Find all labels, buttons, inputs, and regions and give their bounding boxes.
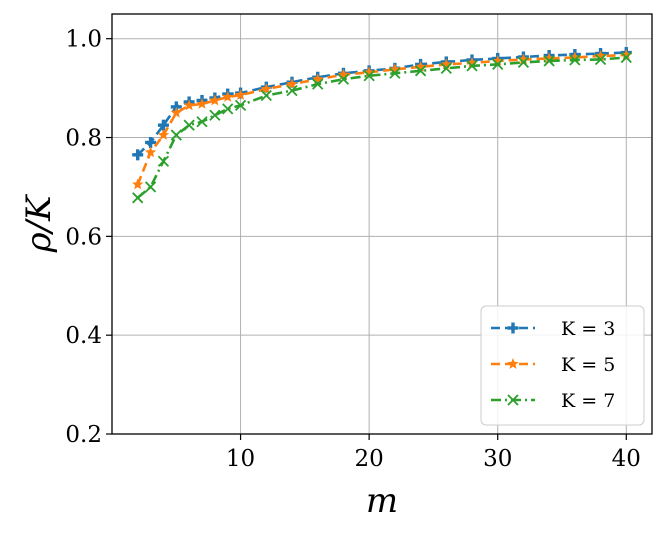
y-tick-label: 0.8: [65, 126, 102, 152]
data-point: [414, 60, 427, 72]
data-point: [517, 56, 530, 69]
x-tick-label: 30: [483, 446, 512, 472]
data-point: [337, 68, 350, 80]
series-layer: [132, 47, 632, 204]
data-point: [363, 70, 375, 82]
data-point: [620, 49, 632, 60]
legend-marker: [507, 358, 519, 369]
data-point: [222, 91, 234, 102]
legend-label: K = 7: [561, 390, 615, 412]
legend-item: K = 5: [491, 354, 615, 376]
data-point: [132, 149, 144, 161]
data-point: [286, 84, 298, 97]
y-axis-title: ρ/K: [19, 193, 59, 253]
data-point: [260, 89, 272, 102]
data-point: [157, 155, 170, 167]
data-point: [234, 99, 247, 112]
data-point: [414, 65, 427, 77]
tick-labels: 10 20 30 40 0.2 0.4 0.6 0.8 1.0: [65, 27, 641, 472]
legend-label: K = 3: [561, 318, 615, 340]
legend-box: [480, 305, 645, 426]
data-point: [132, 178, 144, 190]
data-point: [209, 109, 221, 121]
data-point: [569, 54, 581, 66]
data-point: [440, 58, 452, 70]
legend-marker: [507, 322, 519, 334]
data-point: [144, 181, 157, 193]
data-point: [183, 119, 195, 131]
legend-item: K = 3: [491, 318, 615, 340]
data-point: [260, 83, 272, 94]
data-point: [389, 67, 401, 79]
series-line: [136, 56, 627, 199]
y-tick-label: 1.0: [65, 27, 102, 53]
x-axis-title: m: [366, 481, 398, 521]
data-point: [145, 136, 157, 148]
data-point: [543, 55, 555, 67]
series-3: [132, 51, 632, 204]
data-point: [196, 97, 208, 109]
data-point: [196, 116, 208, 128]
plot-frame: [111, 13, 653, 435]
data-point: [132, 192, 144, 204]
data-point: [209, 94, 221, 106]
data-point: [389, 63, 401, 75]
y-tick-label: 0.2: [65, 422, 102, 448]
data-point: [594, 50, 607, 61]
x-tick-label: 40: [612, 446, 641, 472]
axis-ticks: [106, 38, 627, 440]
data-point: [170, 106, 182, 118]
legend-label: K = 5: [561, 354, 615, 376]
x-tick-label: 10: [226, 446, 255, 472]
data-point: [312, 73, 324, 85]
data-point: [183, 99, 195, 111]
data-point: [466, 56, 478, 68]
data-point: [543, 52, 555, 64]
data-point: [157, 129, 170, 140]
data-point: [569, 51, 581, 63]
data-point: [517, 53, 530, 65]
data-point: [466, 60, 478, 72]
data-point: [222, 103, 234, 115]
y-tick-label: 0.6: [65, 224, 102, 250]
x-tick-label: 20: [355, 446, 384, 472]
data-point: [312, 78, 324, 90]
legend: K = 3 K = 5 K = 7: [480, 305, 645, 426]
data-point: [144, 146, 157, 158]
data-point: [363, 66, 375, 78]
data-point: [170, 129, 182, 141]
data-point: [440, 62, 452, 74]
legend-item: K = 7: [491, 390, 615, 412]
data-point: [234, 89, 247, 100]
data-point: [492, 54, 504, 66]
data-point: [157, 119, 169, 131]
y-tick-label: 0.4: [65, 323, 102, 349]
series-line: [136, 51, 627, 156]
data-point: [594, 53, 607, 66]
data-point: [492, 58, 504, 71]
data-point: [337, 73, 350, 85]
legend-marker: [507, 394, 519, 406]
data-point: [620, 51, 632, 64]
data-point: [286, 78, 298, 90]
